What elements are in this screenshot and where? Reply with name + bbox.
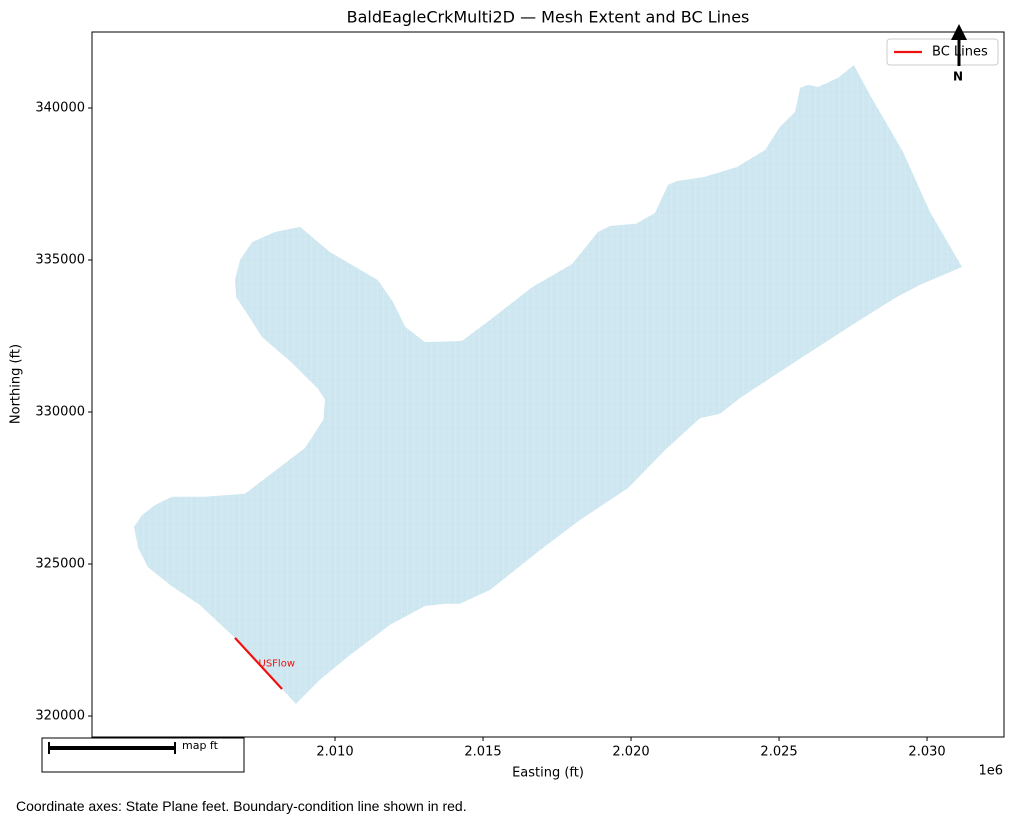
legend-box: [886, 38, 999, 66]
plot-frame: [91, 31, 1005, 738]
chart: BaldEagleCrkMulti2D — Mesh Extent and BC…: [9, 8, 1005, 781]
x-tick-label: 2.010: [316, 745, 353, 760]
y-tick-label: 320000: [35, 709, 85, 724]
y-tick-label: 330000: [35, 405, 85, 420]
x-axis-label: Easting (ft): [512, 766, 584, 781]
y-axis-label: Northing (ft): [9, 344, 24, 424]
scale-bar-label: map ft: [182, 739, 219, 752]
north-arrow-head: [951, 24, 967, 40]
x-tick-label: 2.015: [464, 745, 501, 760]
north-label: N: [953, 70, 963, 84]
x-tick-label: 2.025: [760, 745, 797, 760]
x-tick-label: 2.020: [612, 745, 649, 760]
x-tick-label: 2.030: [908, 745, 945, 760]
mesh-extent: [134, 65, 962, 704]
bc-line: [234, 637, 283, 690]
x-offset-label: 1e6: [978, 764, 1003, 779]
chart-title: BaldEagleCrkMulti2D — Mesh Extent and BC…: [347, 8, 750, 27]
legend: BC Lines: [886, 38, 999, 66]
y-tick-label: 325000: [35, 557, 85, 572]
y-tick-label: 335000: [35, 253, 85, 268]
caption: Coordinate axes: State Plane feet. Bound…: [16, 798, 467, 814]
y-tick-label: 340000: [35, 101, 85, 116]
bc-line-label: USFlow: [259, 658, 296, 669]
scale-bar-box: [41, 737, 245, 773]
